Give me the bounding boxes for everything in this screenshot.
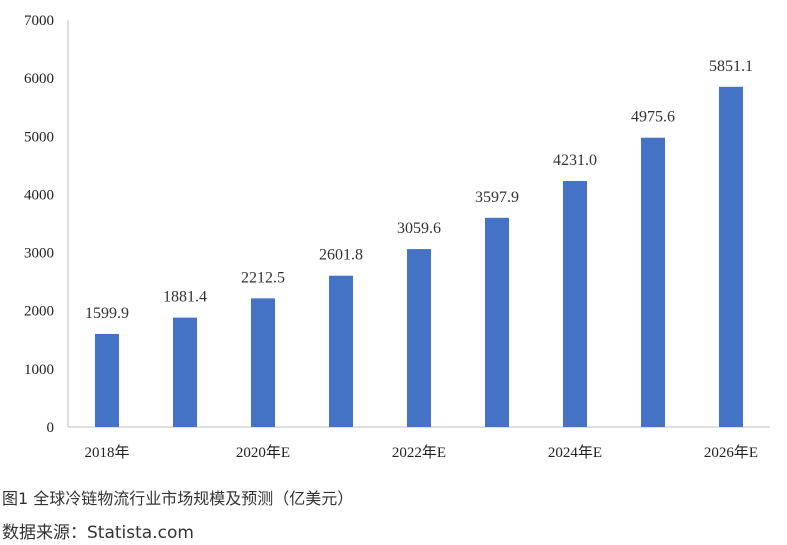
bar [329,275,353,427]
x-tick-label: 2020年E [236,444,290,461]
x-axis-ticks: 2018年 2020年E 2022年E 2024年E 2026年E [84,444,758,461]
bar [485,217,509,427]
data-label: 3059.6 [397,220,441,237]
data-labels: 1599.9 1881.4 2212.5 2601.8 3059.6 3597.9 4231… [85,58,753,322]
y-tick-label: 7000 [24,13,54,29]
data-label: 1599.9 [85,305,129,322]
y-tick-label: 2000 [24,304,54,320]
y-tick-label: 5000 [24,129,54,145]
y-tick-label: 4000 [24,187,54,203]
x-tick-label: 2022年E [392,444,446,461]
y-tick-label: 1000 [24,362,54,378]
bar [173,317,197,427]
data-label: 2212.5 [241,269,285,286]
bar [719,86,743,428]
data-label: 5851.1 [709,58,753,75]
bar [251,298,275,427]
data-label: 2601.8 [319,247,363,264]
data-label: 1881.4 [163,289,207,306]
bar [641,137,665,427]
x-tick-label: 2024年E [548,444,602,461]
figure-caption: 图1 全球冷链物流行业市场规模及预测（亿美元） [2,489,354,508]
data-label: 4975.6 [631,109,675,126]
bar [95,333,119,427]
y-axis-ticks: 0 1000 2000 3000 4000 5000 6000 7000 [24,13,54,436]
bar [563,180,587,427]
data-label: 4231.0 [553,152,597,169]
source-note: 数据来源：Statista.com [2,523,194,543]
x-tick-label: 2026年E [704,444,758,461]
bars [95,86,743,428]
y-tick-label: 3000 [24,246,54,262]
data-label: 3597.9 [475,189,519,206]
x-tick-label: 2018年 [84,444,129,461]
y-tick-label: 6000 [24,71,54,87]
y-tick-label: 0 [47,420,55,436]
bar-chart: 0 1000 2000 3000 4000 5000 6000 7000 1599.9 1881… [24,13,770,461]
bar [407,249,431,427]
